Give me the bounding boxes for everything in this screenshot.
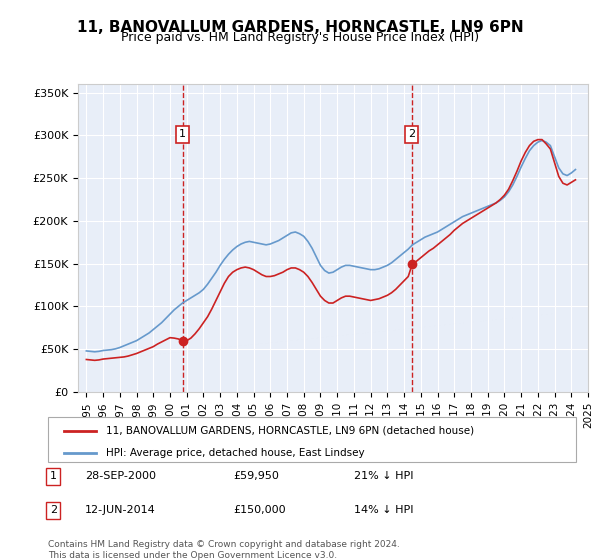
Text: Price paid vs. HM Land Registry's House Price Index (HPI): Price paid vs. HM Land Registry's House … [121,31,479,44]
Text: 21% ↓ HPI: 21% ↓ HPI [354,471,414,481]
Text: 2: 2 [408,129,415,139]
FancyBboxPatch shape [48,417,576,462]
Text: £59,950: £59,950 [233,471,278,481]
Text: 11, BANOVALLUM GARDENS, HORNCASTLE, LN9 6PN (detached house): 11, BANOVALLUM GARDENS, HORNCASTLE, LN9 … [106,426,474,436]
Text: 12-JUN-2014: 12-JUN-2014 [85,505,156,515]
Text: 14% ↓ HPI: 14% ↓ HPI [354,505,414,515]
Text: £150,000: £150,000 [233,505,286,515]
Text: 1: 1 [179,129,186,139]
Text: 2: 2 [50,505,57,515]
Text: 11, BANOVALLUM GARDENS, HORNCASTLE, LN9 6PN: 11, BANOVALLUM GARDENS, HORNCASTLE, LN9 … [77,20,523,35]
Text: Contains HM Land Registry data © Crown copyright and database right 2024.
This d: Contains HM Land Registry data © Crown c… [48,540,400,560]
Text: HPI: Average price, detached house, East Lindsey: HPI: Average price, detached house, East… [106,448,365,458]
Text: 1: 1 [50,471,57,481]
Text: 28-SEP-2000: 28-SEP-2000 [85,471,156,481]
